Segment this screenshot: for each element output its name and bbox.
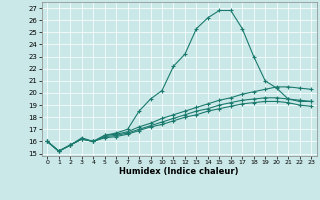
X-axis label: Humidex (Indice chaleur): Humidex (Indice chaleur): [119, 167, 239, 176]
